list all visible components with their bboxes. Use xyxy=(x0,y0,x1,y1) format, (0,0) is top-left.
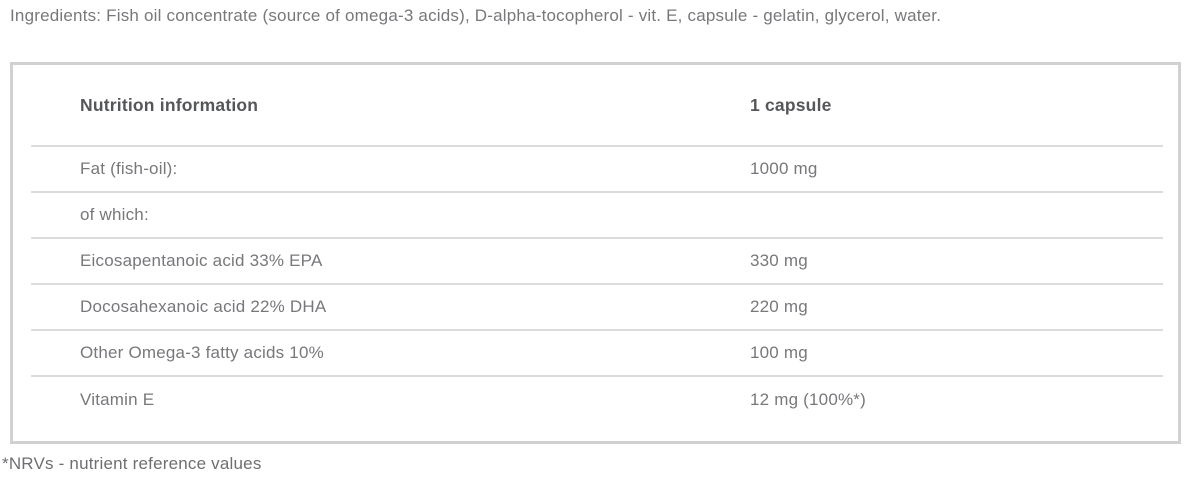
row-label: Fat (fish-oil): xyxy=(80,159,178,178)
row-value: 12 mg (100%*) xyxy=(750,390,866,409)
table-row-epa: Eicosapentanoic acid 33% EPA 330 mg xyxy=(31,239,1163,285)
row-value: 1000 mg xyxy=(750,159,818,178)
row-label: of which: xyxy=(80,205,149,224)
table-row-vitamin-e: Vitamin E 12 mg (100%*) xyxy=(31,377,1163,423)
table-row-of-which: of which: xyxy=(31,193,1163,239)
row-label: Other Omega-3 fatty acids 10% xyxy=(80,343,324,362)
table-header-nutrition-information: Nutrition information xyxy=(80,94,259,115)
row-value: 220 mg xyxy=(750,297,808,316)
nutrition-table: Nutrition information 1 capsule Fat (fis… xyxy=(10,62,1181,444)
row-value: 100 mg xyxy=(750,343,808,362)
table-header-row: Nutrition information 1 capsule xyxy=(31,65,1163,147)
nrv-footnote: *NRVs - nutrient reference values xyxy=(2,454,262,473)
row-label: Vitamin E xyxy=(80,390,155,409)
table-row-dha: Docosahexanoic acid 22% DHA 220 mg xyxy=(31,285,1163,331)
table-row-fat: Fat (fish-oil): 1000 mg xyxy=(31,147,1163,193)
row-label: Eicosapentanoic acid 33% EPA xyxy=(80,251,323,270)
row-value: 330 mg xyxy=(750,251,808,270)
table-row-other-omega3: Other Omega-3 fatty acids 10% 100 mg xyxy=(31,331,1163,377)
row-label: Docosahexanoic acid 22% DHA xyxy=(80,297,327,316)
ingredients-line: Ingredients: Fish oil concentrate (sourc… xyxy=(10,6,942,25)
table-header-serving: 1 capsule xyxy=(750,94,832,115)
